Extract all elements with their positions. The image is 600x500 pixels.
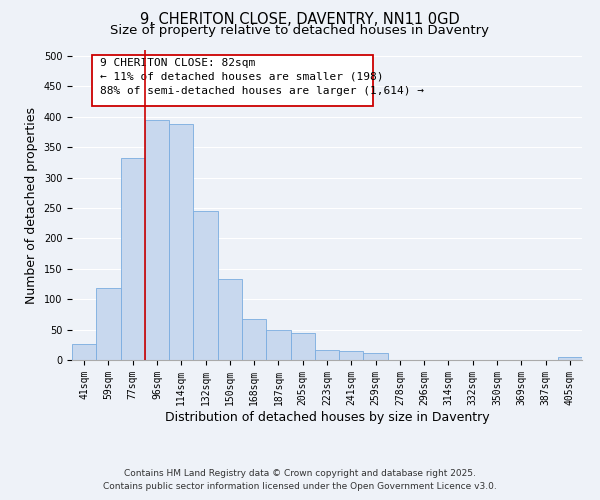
FancyBboxPatch shape (92, 54, 373, 106)
Bar (121, 158, 145, 360)
Bar (169, 124, 193, 360)
Bar (290, 332, 315, 360)
Text: 9 CHERITON CLOSE: 82sqm
← 11% of detached houses are smaller (198)
88% of semi-d: 9 CHERITON CLOSE: 82sqm ← 11% of detache… (100, 58, 424, 96)
Text: Size of property relative to detached houses in Daventry: Size of property relative to detached ho… (110, 24, 490, 37)
X-axis label: Distribution of detached houses by size in Daventry: Distribution of detached houses by size … (164, 410, 490, 424)
Bar (145, 120, 169, 360)
Text: Contains HM Land Registry data © Crown copyright and database right 2025.
Contai: Contains HM Land Registry data © Crown c… (103, 470, 497, 491)
Bar (218, 279, 242, 360)
Bar (72, 344, 96, 360)
Text: 9, CHERITON CLOSE, DAVENTRY, NN11 0GD: 9, CHERITON CLOSE, DAVENTRY, NN11 0GD (140, 12, 460, 28)
Bar (96, 288, 121, 360)
Bar (364, 354, 388, 360)
Bar (558, 357, 582, 360)
Y-axis label: Number of detached properties: Number of detached properties (25, 106, 38, 304)
Bar (339, 352, 364, 360)
Bar (242, 318, 266, 360)
Bar (193, 211, 218, 360)
Bar (315, 350, 339, 360)
Bar (266, 330, 290, 360)
